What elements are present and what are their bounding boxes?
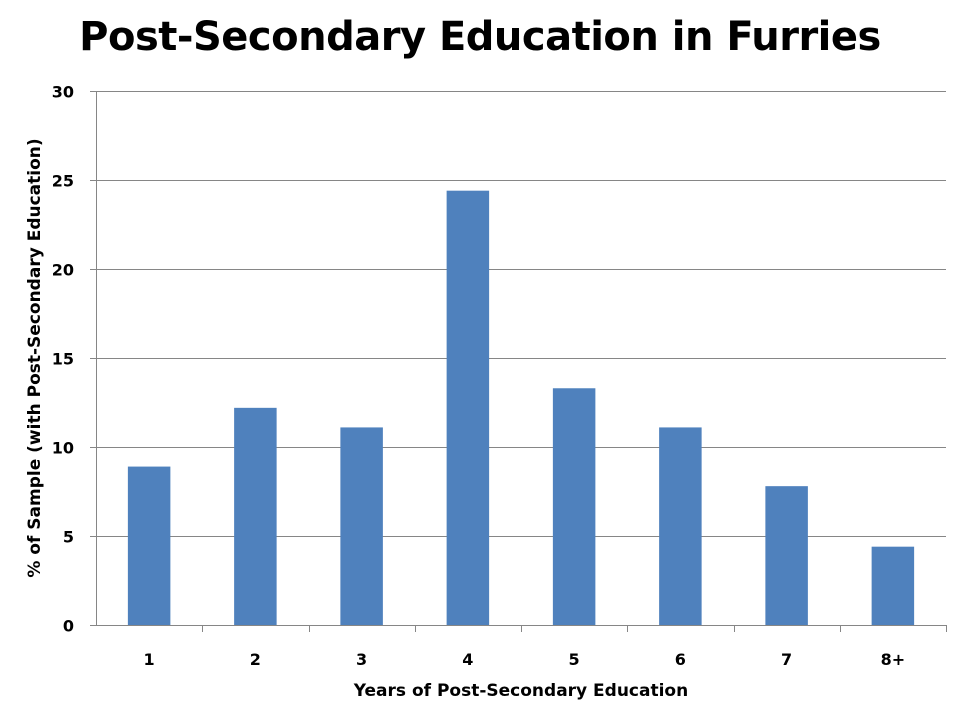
bar-3 (340, 427, 383, 625)
x-tick-label: 3 (356, 650, 367, 669)
bars (127, 190, 915, 625)
axis-labels: 0 5 10 15 20 25 30 1 2 3 4 5 6 7 8+ (52, 83, 905, 670)
x-axis-title: Years of Post-Secondary Education (353, 681, 688, 701)
y-axis-title: % of Sample (with Post-Secondary Educati… (25, 138, 45, 577)
bar-7 (765, 486, 808, 625)
bar-8+ (871, 546, 915, 625)
y-tick-label: 25 (52, 172, 74, 191)
x-tick-label: 6 (675, 650, 686, 669)
gridlines (96, 91, 946, 537)
chart-title: Post-Secondary Education in Furries (79, 14, 881, 60)
x-tick-label: 5 (569, 650, 580, 669)
y-tick-label: 5 (63, 528, 74, 547)
y-tick-label: 30 (52, 83, 74, 102)
x-tick-label: 4 (462, 650, 473, 669)
axes (90, 91, 947, 632)
bar-2 (234, 407, 277, 625)
bar-1 (127, 466, 171, 625)
bar-4 (446, 190, 490, 625)
y-tick-label: 10 (52, 439, 74, 458)
y-tick-label: 0 (63, 617, 74, 636)
bar-5 (552, 388, 596, 625)
x-tick-label: 7 (781, 650, 792, 669)
y-tick-label: 20 (52, 261, 74, 280)
x-tick-label: 1 (144, 650, 155, 669)
x-tick-label: 8+ (881, 650, 906, 669)
x-tick-label: 2 (250, 650, 261, 669)
bar-6 (659, 427, 702, 625)
y-tick-label: 15 (52, 350, 74, 369)
